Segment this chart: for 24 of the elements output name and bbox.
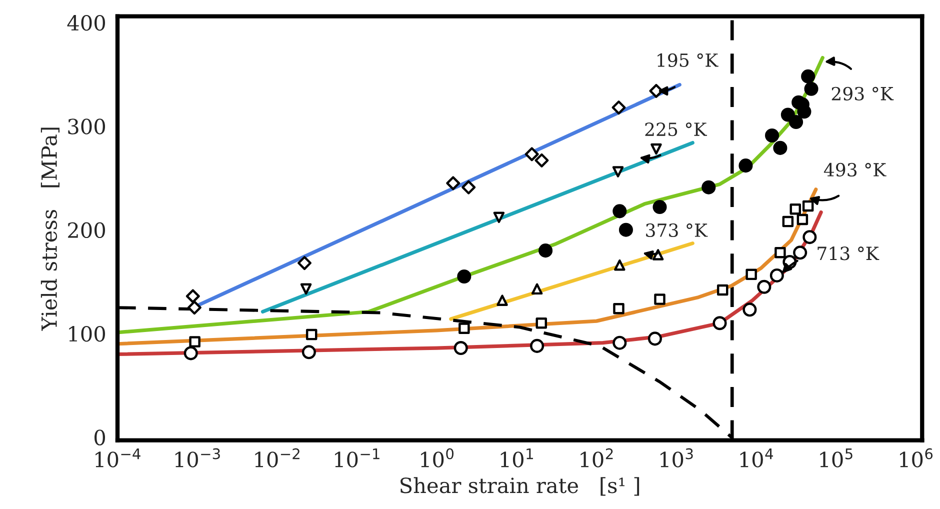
annotation: 195 °K — [658, 53, 718, 67]
y-tick-label: 100 — [69, 326, 106, 342]
y-tick-label: 300 — [68, 118, 106, 134]
x-tick-label: 10$^{4}$ — [740, 448, 773, 468]
annotation: 713 °K — [818, 246, 880, 260]
x-tick-label: 10$^{1}$ — [500, 448, 533, 468]
x-tick-label: 10$^{−2}$ — [255, 448, 300, 468]
x-tick-label: 10$^{−3}$ — [175, 448, 220, 468]
x-tick-label: 10$^{3}$ — [660, 448, 693, 468]
x-tick-label: 10$^{2}$ — [580, 448, 613, 468]
x-axis-title: Shear strain rate [s¹ ] — [400, 477, 640, 496]
annotation: 293 °K — [832, 86, 894, 100]
x-tick-label: 10$^{−4}$ — [96, 448, 140, 468]
x-tick-label: 10$^{−1}$ — [335, 448, 380, 468]
annotation: 373 °K — [646, 223, 708, 238]
annotation: 493 °K — [824, 162, 886, 177]
y-tick-label: 400 — [67, 14, 106, 31]
x-tick-label: 10$^{0}$ — [421, 448, 454, 468]
y-tick-label: 200 — [68, 222, 106, 238]
y-tick-label: 0 — [94, 430, 106, 446]
y-axis-title: Yield stress [MPa] — [40, 128, 60, 331]
x-tick-label: 10$^{5}$ — [820, 448, 852, 468]
annotation: 225 °K — [645, 122, 708, 136]
x-tick-label: 10$^{6}$ — [900, 448, 933, 468]
